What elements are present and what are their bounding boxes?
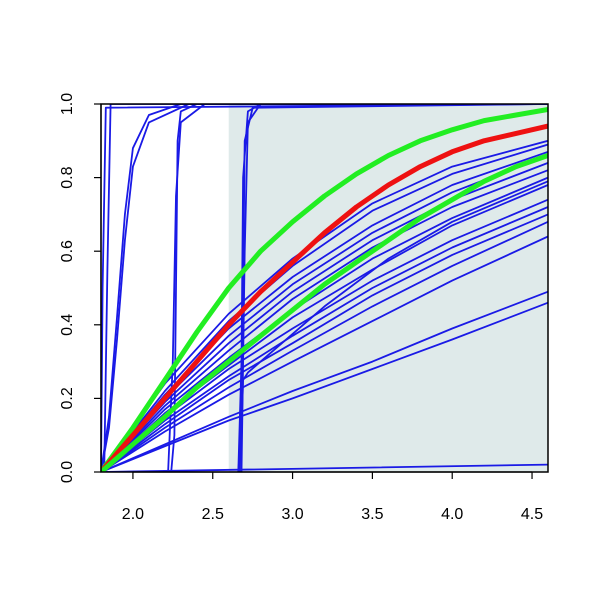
series-line-27-green <box>101 107 548 472</box>
x-tick-label: 2.5 <box>202 506 224 523</box>
series-line-5-blue <box>170 104 548 472</box>
series-line-26-blue <box>101 463 548 472</box>
y-tick-label: 0.0 <box>59 461 76 483</box>
x-tick-label: 4.5 <box>521 506 543 523</box>
series-line-28-red <box>101 123 548 472</box>
series-line-12-blue <box>101 143 548 472</box>
series-line-23-blue <box>101 235 548 472</box>
y-tick-label: 0.4 <box>59 314 76 336</box>
series-line-29-green <box>101 153 548 472</box>
x-tick-label: 4.0 <box>441 506 463 523</box>
series-line-2-blue <box>103 104 548 472</box>
series-line-22-blue <box>101 220 548 472</box>
series-line-1-blue <box>101 104 548 472</box>
y-tick-label: 0.8 <box>59 166 76 188</box>
series-line-24-blue <box>101 301 548 472</box>
series-line-6-blue <box>167 104 548 472</box>
series-line-16-blue <box>101 169 548 472</box>
series-line-21-blue <box>101 213 548 472</box>
series-line-3-blue <box>101 104 548 472</box>
series-line-18-blue <box>101 184 548 472</box>
series-line-25-blue <box>101 290 548 472</box>
y-tick-label: 0.6 <box>59 240 76 262</box>
series-line-4-blue <box>101 104 548 472</box>
y-tick-label: 1.0 <box>59 93 76 115</box>
x-tick-label: 3.5 <box>361 506 383 523</box>
y-axis: 0.0 0.2 0.4 0.6 0.8 1.0 <box>59 93 102 483</box>
x-axis: 2.0 2.5 3.0 3.5 4.0 4.5 <box>122 471 543 523</box>
y-tick-label: 0.2 <box>59 387 76 409</box>
series-layer <box>101 104 548 472</box>
x-tick-label: 3.0 <box>281 506 303 523</box>
series-line-20-blue <box>101 206 548 472</box>
x-tick-label: 2.0 <box>122 506 144 523</box>
